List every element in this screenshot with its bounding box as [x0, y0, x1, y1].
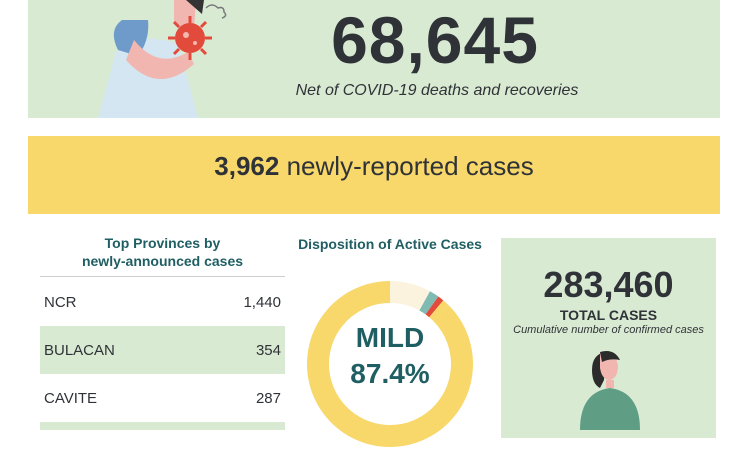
donut-slice-other	[429, 300, 450, 322]
disposition-title: Disposition of Active Cases	[298, 236, 482, 252]
donut-slice-critical	[425, 296, 444, 318]
table-row: BULACAN 354	[40, 326, 285, 374]
mild-label: MILD	[355, 322, 425, 353]
province-name: CAVITE	[44, 389, 98, 407]
total-cases-label: TOTAL CASES	[559, 307, 658, 323]
donut-slice-asymptomatic	[389, 281, 430, 311]
donut-slice-severe	[419, 291, 439, 315]
new-cases-label: newly-reported cases	[286, 151, 534, 181]
province-value: 287	[255, 389, 281, 407]
province-name: BULACAN	[44, 341, 115, 359]
new-cases-banner: 3,962 newly-reported cases	[28, 136, 720, 214]
active-cases-number: 68,645	[331, 3, 539, 77]
table-row: NCR 1,440	[40, 278, 285, 326]
new-cases-number: 3,962	[214, 151, 280, 181]
total-cases-caption: Cumulative number of confirmed cases	[513, 324, 704, 336]
province-value: 354	[255, 341, 281, 359]
province-name: NCR	[44, 293, 77, 311]
provinces-divider	[40, 276, 285, 277]
coughing-person-illustration	[98, 0, 227, 118]
mild-percent: 87.4%	[350, 358, 430, 389]
provinces-title: Top Provinces by newly-announced cases	[81, 235, 244, 269]
table-row: CAVITE 287	[40, 374, 285, 422]
total-cases-number: 283,460	[543, 264, 674, 305]
province-value: 1,440	[243, 293, 281, 311]
table-row	[40, 422, 285, 430]
active-cases-caption: Net of COVID-19 deaths and recoveries	[295, 82, 579, 99]
woman-illustration	[580, 351, 640, 430]
